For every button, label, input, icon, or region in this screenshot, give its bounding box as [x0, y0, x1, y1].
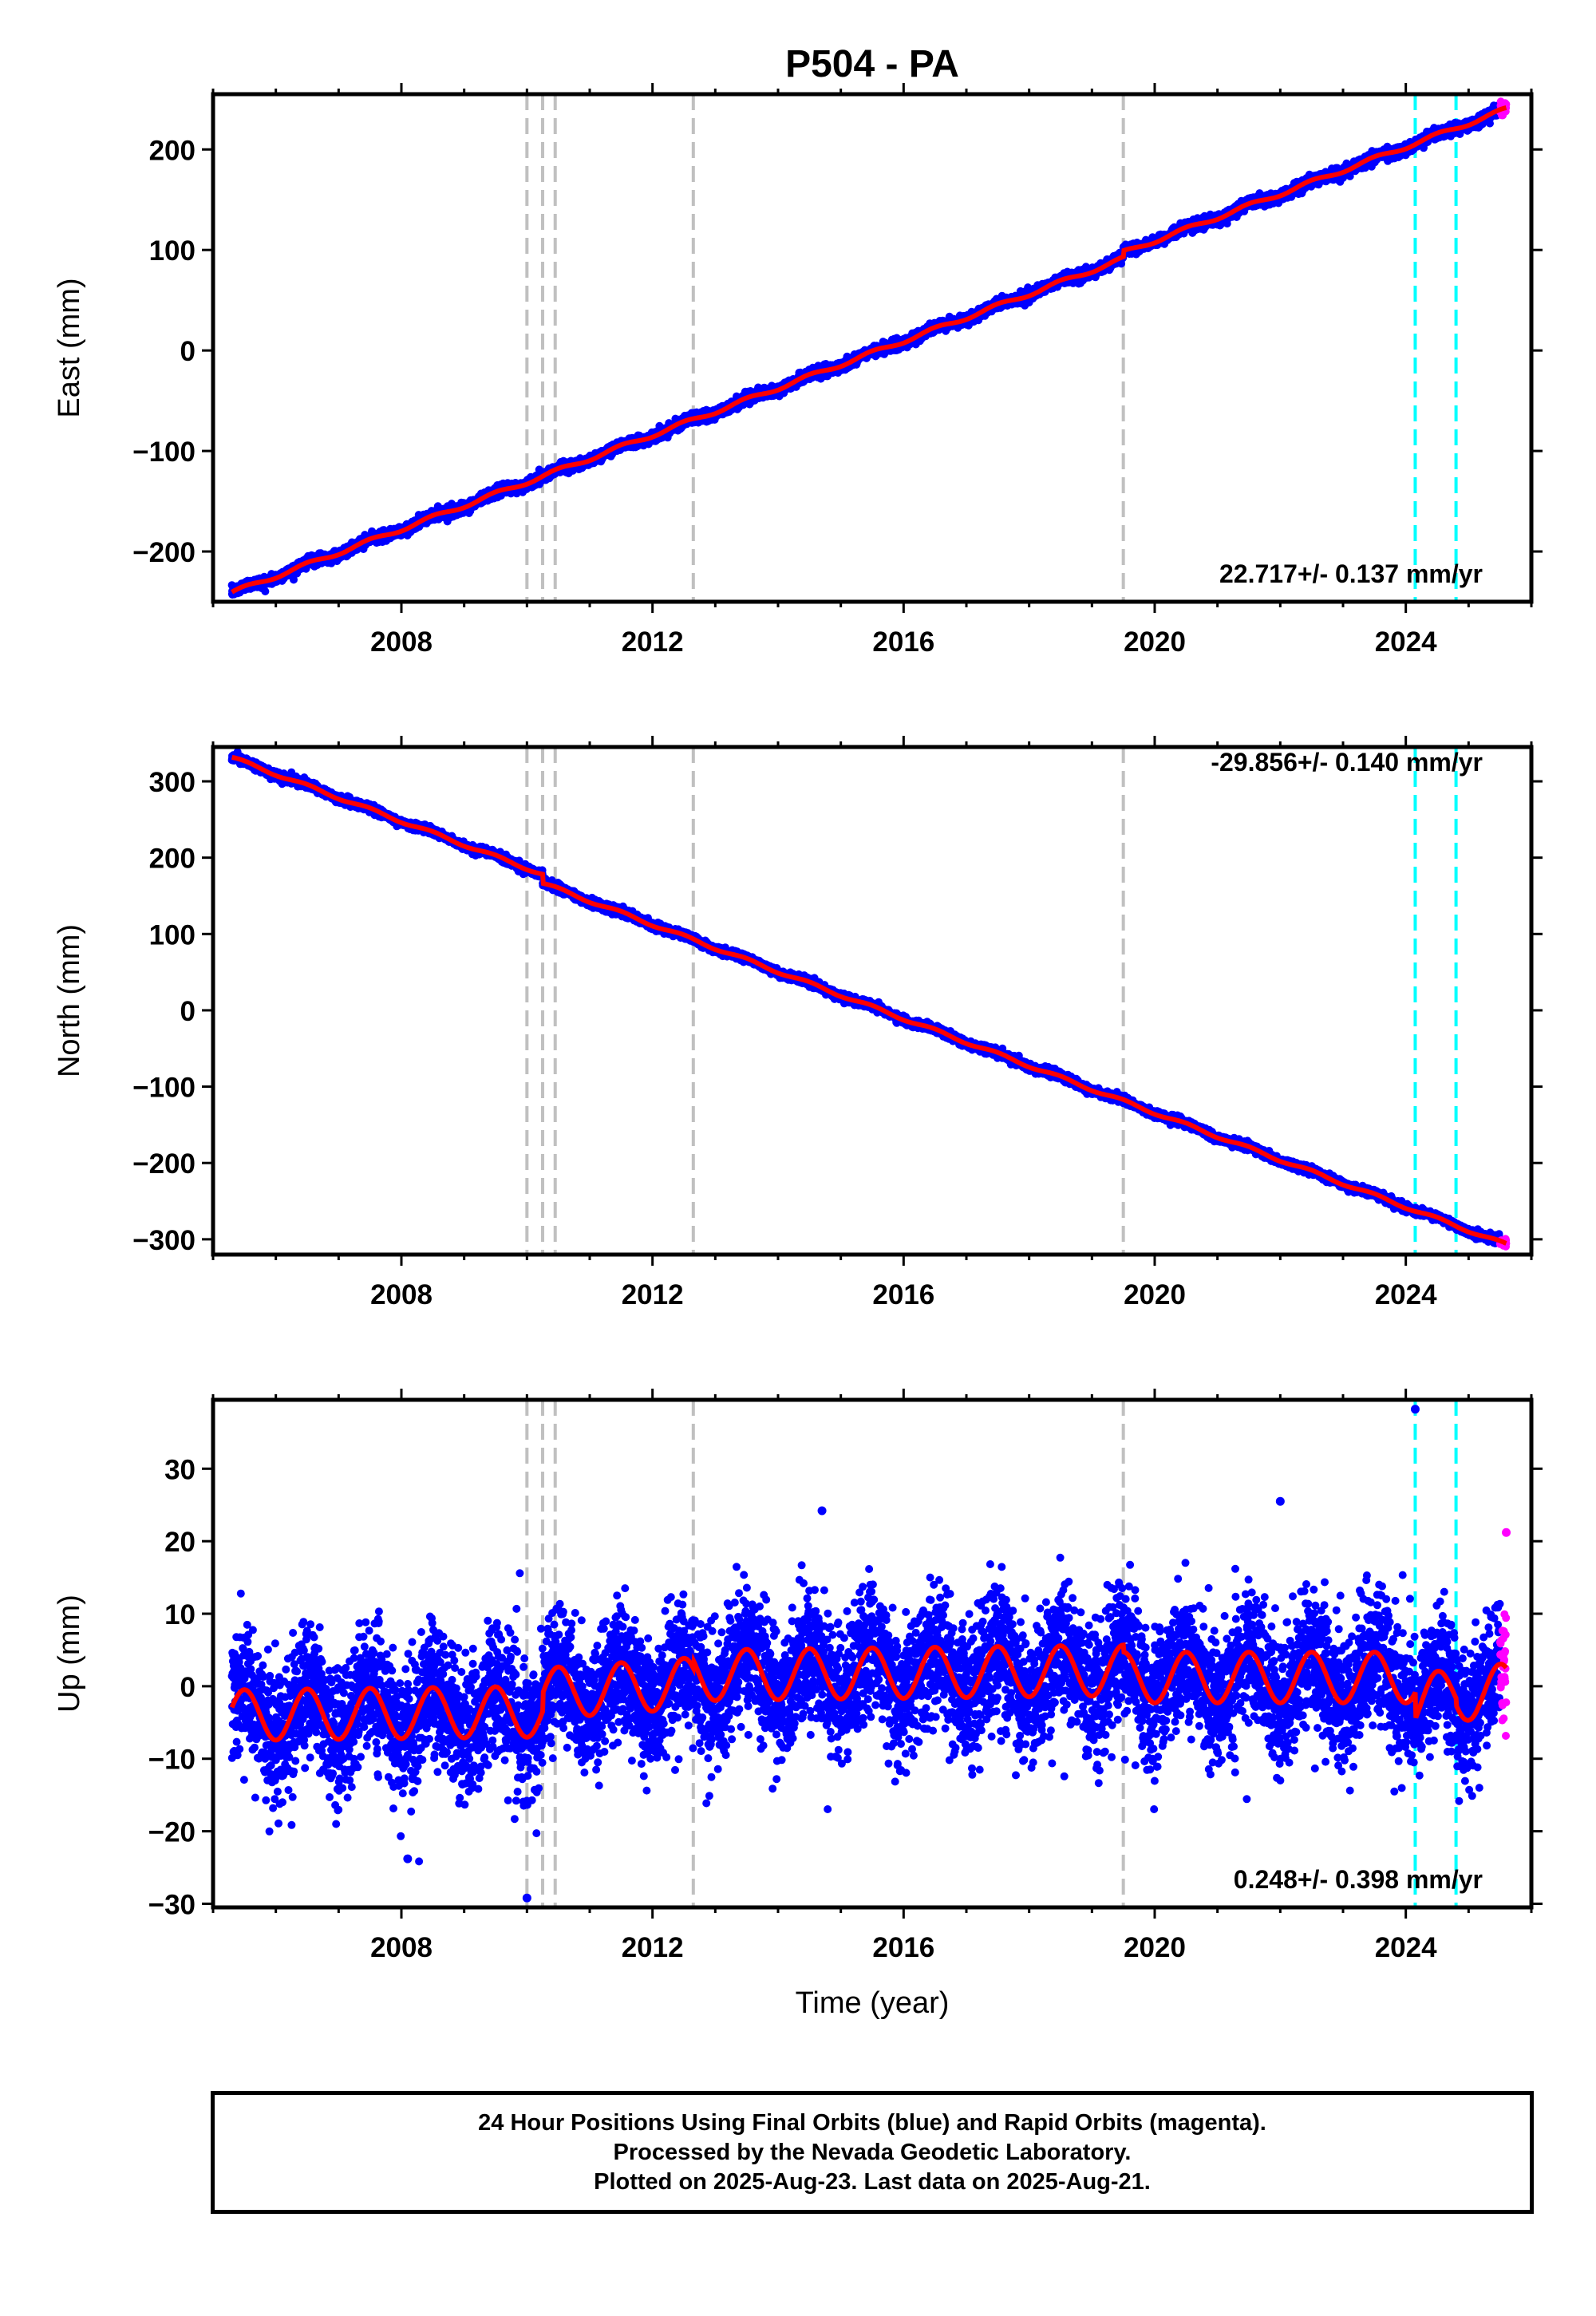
model-fit-line [231, 754, 1507, 1246]
y-tick-label: −300 [132, 1225, 196, 1256]
y-axis-label: East (mm) [53, 278, 86, 417]
plot-area [227, 1400, 1511, 1907]
plot-frame [211, 92, 1534, 604]
panel-north: −300 −200 −100 0 100 200 300 2008 2012 2016 2020 20… [53, 736, 1543, 1310]
y-tick-label: −200 [132, 1148, 196, 1180]
model-fit-line [231, 105, 1507, 595]
y-axis-label: Up (mm) [53, 1595, 86, 1713]
x-tick-label: 2016 [872, 1279, 934, 1310]
rapid-orbit-points [1495, 1610, 1511, 1740]
outlier-point [1410, 1405, 1420, 1414]
x-tick-label: 2024 [1375, 626, 1437, 658]
rate-annotation: 0.248+/- 0.398 mm/yr [1234, 1865, 1483, 1894]
model-fit-line [229, 1642, 1508, 1743]
y-tick-label: −200 [132, 537, 196, 568]
footer-box: 24 Hour Positions Using Final Orbits (bl… [211, 2091, 1534, 2214]
y-tick-label: 30 [164, 1454, 196, 1485]
outlier-point [1502, 1528, 1511, 1537]
x-tick-label: 2016 [872, 626, 934, 658]
x-tick-label: 2012 [622, 626, 684, 658]
x-tick-label: 2008 [370, 626, 433, 658]
y-tick-label: 0 [180, 1672, 196, 1703]
y-tick-label: −100 [132, 437, 196, 468]
y-tick-label: 200 [149, 844, 196, 875]
final-orbit-points [227, 1553, 1504, 1866]
outlier-point [403, 1854, 413, 1863]
figure-title: P504 - PA [785, 43, 959, 85]
footer-line-3: Plotted on 2025-Aug-23. Last data on 202… [594, 2168, 1151, 2195]
y-tick-label: −10 [148, 1745, 196, 1776]
x-tick-label: 2024 [1375, 1279, 1437, 1310]
x-tick-label: 2016 [872, 1932, 934, 1963]
x-tick-label: 2008 [370, 1932, 433, 1963]
plot-area [227, 747, 1511, 1255]
outlier-point [817, 1506, 827, 1516]
y-tick-label: 100 [149, 235, 196, 267]
outlier-point [1275, 1496, 1285, 1506]
y-tick-label: 200 [149, 135, 196, 166]
footer-line-2: Processed by the Nevada Geodetic Laborat… [613, 2139, 1132, 2165]
y-tick-label: 0 [180, 336, 196, 367]
outlier-point [522, 1893, 531, 1903]
x-axis-label: Time (year) [796, 1986, 950, 2020]
x-tick-label: 2020 [1124, 1279, 1186, 1310]
panel-east: −200 −100 0 100 200 2008 2012 2016 2020 2024 East … [53, 83, 1543, 658]
y-tick-label: 20 [164, 1527, 196, 1558]
y-tick-label: −100 [132, 1073, 196, 1104]
x-tick-label: 2020 [1124, 1932, 1186, 1963]
x-tick-label: 2012 [622, 1932, 684, 1963]
x-tick-label: 2008 [370, 1279, 433, 1310]
y-tick-label: −30 [148, 1889, 196, 1920]
x-tick-label: 2024 [1375, 1932, 1437, 1963]
y-tick-label: 0 [180, 996, 196, 1027]
plot-frame [211, 745, 1534, 1257]
footer-line-1: 24 Hour Positions Using Final Orbits (bl… [478, 2109, 1266, 2136]
y-tick-label: 10 [164, 1599, 196, 1630]
y-axis-label: North (mm) [53, 924, 86, 1077]
x-tick-label: 2020 [1124, 626, 1186, 658]
y-tick-label: 300 [149, 767, 196, 798]
y-tick-label: 100 [149, 919, 196, 951]
rate-annotation: 22.717+/- 0.137 mm/yr [1219, 559, 1483, 588]
x-tick-label: 2012 [622, 1279, 684, 1310]
rate-annotation: -29.856+/- 0.140 mm/yr [1211, 748, 1483, 777]
plot-area [227, 94, 1511, 602]
plot-frame [211, 1397, 1534, 1910]
y-tick-label: −20 [148, 1817, 196, 1848]
panel-up: −30 −20 −10 0 10 20 30 2008 2012 2016 2020 2024 Up (… [53, 1389, 1543, 1963]
